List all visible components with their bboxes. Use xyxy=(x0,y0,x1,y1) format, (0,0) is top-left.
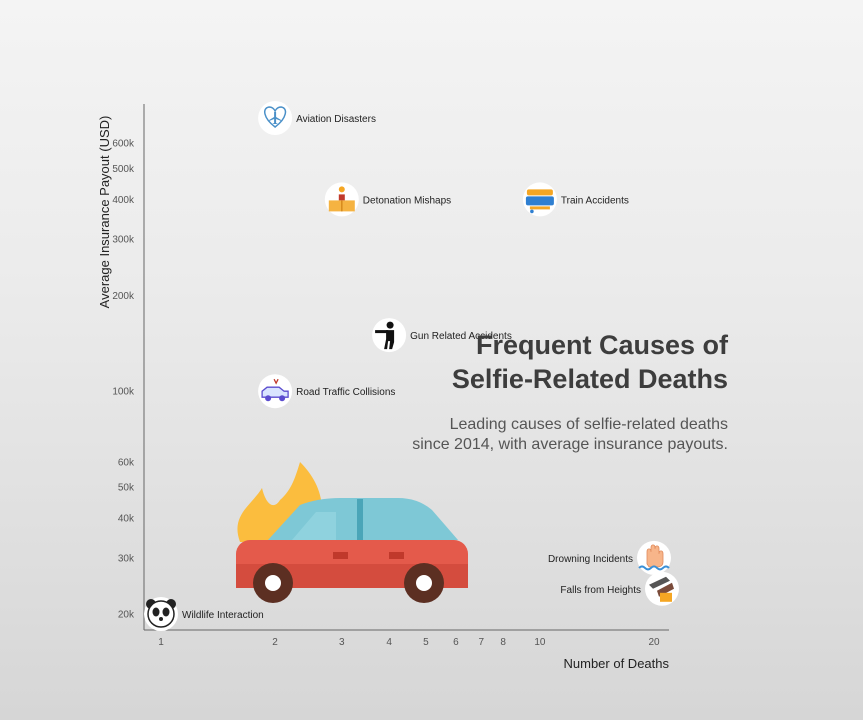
chart-title: Frequent Causes of Selfie-Related Deaths xyxy=(451,330,728,394)
y-tick-label: 400k xyxy=(112,195,135,206)
data-point-label: Train Accidents xyxy=(561,195,629,206)
x-tick-label: 20 xyxy=(648,637,660,648)
y-tick-label: 600k xyxy=(112,139,135,150)
gunman-icon xyxy=(375,321,395,350)
x-tick-label: 10 xyxy=(534,637,546,648)
train-icon xyxy=(525,189,554,214)
data-point: Detonation Mishaps xyxy=(324,182,451,217)
y-tick-label: 50k xyxy=(118,483,135,494)
y-tick-label: 300k xyxy=(112,235,135,246)
data-point-label: Wildlife Interaction xyxy=(182,610,264,621)
y-tick-label: 200k xyxy=(112,291,135,302)
data-point-label: Road Traffic Collisions xyxy=(296,387,395,398)
x-tick-label: 2 xyxy=(272,637,278,648)
y-tick-labels: 20k 30k 40k 50k 60k 100k 200k 300k 400k 500k 600k xyxy=(112,139,135,621)
chart-subtitle: Leading causes of selfie-related deaths … xyxy=(412,416,728,453)
y-tick-label: 500k xyxy=(112,164,135,175)
data-point-label: Falls from Heights xyxy=(560,585,641,596)
data-point: Drowning Incidents xyxy=(548,540,671,575)
y-tick-label: 60k xyxy=(118,457,135,468)
x-tick-label: 5 xyxy=(423,637,429,648)
axes xyxy=(143,104,669,631)
x-tick-label: 7 xyxy=(478,637,484,648)
y-axis-title: Average Insurance Payout (USD) xyxy=(97,116,112,309)
x-tick-label: 3 xyxy=(339,637,345,648)
y-tick-label: 30k xyxy=(118,553,135,564)
panda-icon xyxy=(146,599,176,628)
y-tick-label: 20k xyxy=(118,610,135,621)
airplane-heart-icon xyxy=(264,106,287,128)
y-tick-label: 100k xyxy=(112,387,135,398)
data-point-label: Aviation Disasters xyxy=(296,114,376,125)
data-point: Gun Related Accidents xyxy=(372,318,512,353)
data-point: Wildlife Interaction xyxy=(144,597,264,631)
data-point: Train Accidents xyxy=(522,182,629,217)
data-point: Road Traffic Collisions xyxy=(258,374,395,409)
burning-car-icon xyxy=(236,462,468,603)
data-points: Aviation Disasters Detonation Mishaps Trai… xyxy=(144,101,679,631)
x-axis-title: Number of Deaths xyxy=(564,656,670,671)
falling-person-icon xyxy=(649,576,674,602)
x-tick-label: 1 xyxy=(158,637,164,648)
data-point-label: Drowning Incidents xyxy=(548,554,633,565)
data-point-label: Gun Related Accidents xyxy=(410,331,512,342)
x-tick-label: 8 xyxy=(500,637,506,648)
data-point: Aviation Disasters xyxy=(258,101,376,135)
drowning-hand-icon xyxy=(638,544,670,571)
x-tick-label: 4 xyxy=(386,637,392,648)
x-tick-labels: 1 2 3 4 5 6 7 8 10 20 xyxy=(158,637,660,648)
car-crash-icon xyxy=(261,378,289,402)
x-tick-label: 6 xyxy=(453,637,459,648)
explosion-box-icon xyxy=(328,186,355,212)
data-point: Falls from Heights xyxy=(560,571,679,606)
data-point-label: Detonation Mishaps xyxy=(363,195,451,206)
y-tick-label: 40k xyxy=(118,514,135,525)
